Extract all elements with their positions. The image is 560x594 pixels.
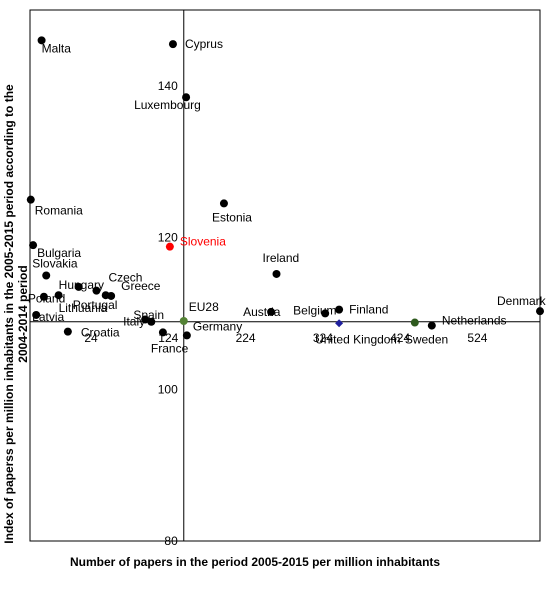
point-label: Belgium	[293, 303, 336, 317]
x-tick-label: 24	[84, 331, 98, 345]
point-marker	[158, 328, 167, 337]
point-marker	[101, 291, 110, 300]
point-label: Bulgaria	[37, 246, 81, 260]
point-labels: Malta Cyprus Luxembourg Romania Estonia Bulga…	[28, 37, 547, 355]
point-label: Estonia	[212, 210, 252, 224]
point-marker	[92, 286, 101, 295]
point-marker	[63, 327, 72, 336]
point-label: Spain	[133, 308, 164, 322]
reference-lines	[30, 10, 540, 541]
point-label: Greece	[121, 279, 161, 293]
point-marker	[335, 305, 344, 314]
point-marker	[536, 307, 544, 316]
y-axis-title-line-1: Index of paperss per million inhabitants…	[2, 84, 16, 544]
point-label: Czech	[108, 271, 142, 285]
point-label: Lithuania	[59, 301, 108, 315]
point-label: Ireland	[263, 251, 300, 265]
y-tick-label: 80	[164, 534, 178, 548]
point-marker	[141, 315, 150, 324]
point-marker	[32, 310, 41, 319]
y-axis-title-wrap: Index of paperss per million inhabitants…	[0, 0, 40, 591]
point-label: Latvia	[32, 310, 64, 324]
y-tick-label: 100	[158, 382, 178, 396]
point-label: Croatia	[81, 326, 120, 340]
y-tick-label: 140	[158, 79, 178, 93]
point-marker	[147, 317, 156, 326]
point-label: Denmark	[497, 294, 547, 308]
point-marker	[267, 307, 276, 316]
point-label: EU28	[189, 300, 219, 314]
point-marker	[37, 36, 46, 45]
y-tick-label: 120	[158, 231, 178, 245]
point-label: Italy	[123, 314, 145, 328]
x-axis-ticks: 24 124 224 324 424 524	[84, 331, 487, 345]
point-label: Slovakia	[32, 257, 78, 271]
y-axis-title-line-2: 2004-2014 period	[16, 265, 30, 363]
point-marker	[39, 292, 48, 301]
point-label: Malta	[42, 41, 72, 55]
point-marker	[427, 321, 436, 330]
point-marker	[29, 241, 38, 250]
point-label: Luxembourg	[134, 98, 201, 112]
point-marker	[74, 282, 83, 291]
y-axis-title: Index of paperss per million inhabitants…	[2, 34, 30, 594]
y-axis-ticks: 80 100 120 140	[158, 79, 178, 548]
point-label: Netherlands	[442, 314, 507, 328]
point-marker	[272, 269, 281, 278]
point-label: Austria	[243, 305, 281, 319]
point-marker	[182, 331, 191, 340]
point-marker	[179, 317, 188, 326]
point-marker	[54, 291, 63, 300]
point-marker	[219, 199, 228, 208]
point-label: Poland	[28, 292, 65, 306]
point-label: Germany	[193, 319, 242, 333]
x-tick-label: 224	[236, 331, 256, 345]
point-label: United Kingdom	[315, 332, 400, 346]
x-tick-label: 324	[313, 331, 333, 345]
point-marker	[410, 318, 419, 327]
point-marker	[42, 271, 51, 280]
point-marker	[335, 319, 344, 328]
point-label: Romania	[35, 204, 83, 218]
plot-frame	[29, 9, 541, 542]
x-tick-label: 424	[390, 331, 410, 345]
data-points	[26, 36, 544, 340]
point-label: Sweden	[405, 333, 448, 347]
point-marker	[165, 242, 174, 251]
point-label: Finland	[349, 303, 388, 317]
point-label: Portugal	[73, 298, 118, 312]
point-label: Cyprus	[185, 37, 223, 51]
point-label: Hungary	[59, 278, 104, 292]
point-marker	[321, 309, 330, 318]
x-axis-title: Number of papers in the period 2005-2015…	[70, 555, 441, 569]
point-marker	[26, 195, 35, 204]
x-tick-label: 524	[467, 331, 487, 345]
point-marker	[182, 93, 191, 102]
plot-border	[29, 9, 541, 542]
point-marker	[168, 40, 177, 49]
point-label: Slovenia	[180, 235, 226, 249]
point-label: France	[151, 341, 189, 355]
